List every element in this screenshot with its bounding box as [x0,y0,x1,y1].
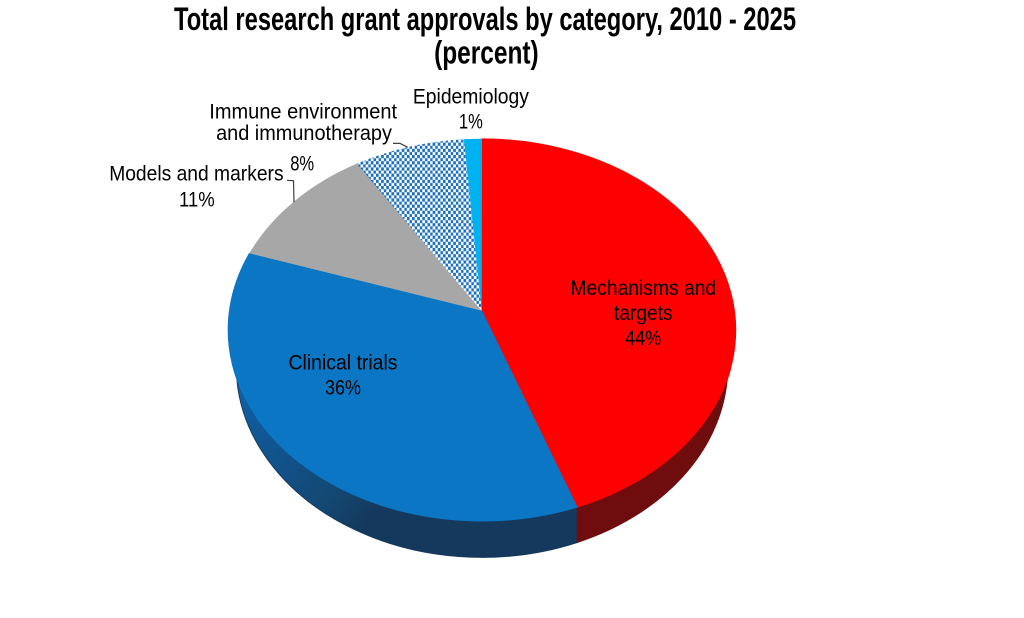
svg-text:1%: 1% [459,111,483,134]
svg-text:and immunotherapy: and immunotherapy [216,122,392,145]
svg-text:Mechanisms and: Mechanisms and [570,277,716,300]
svg-text:Clinical trials: Clinical trials [289,352,398,375]
svg-text:11%: 11% [179,189,215,212]
svg-text:targets: targets [614,302,673,325]
svg-text:36%: 36% [325,377,361,400]
svg-text:Total research grant approvals: Total research grant approvals by catego… [174,1,796,37]
svg-text:Models and markers: Models and markers [109,163,283,186]
svg-text:44%: 44% [625,327,661,350]
svg-text:(percent): (percent) [434,35,539,71]
svg-text:8%: 8% [290,153,314,176]
svg-text:Epidemiology: Epidemiology [413,86,529,109]
svg-text:Immune environment: Immune environment [209,100,397,123]
